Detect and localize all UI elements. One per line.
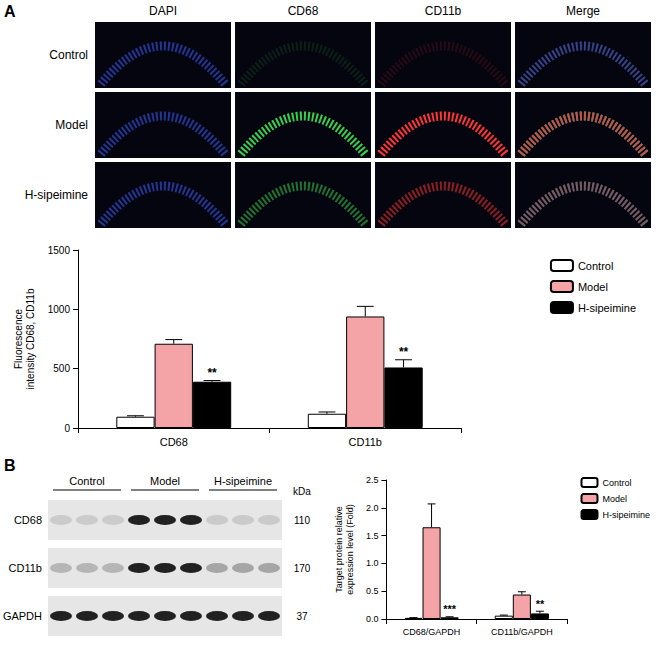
svg-text:***: *** [443, 603, 457, 615]
svg-text:H-sipeimine: H-sipeimine [602, 510, 650, 520]
svg-text:**: ** [536, 598, 545, 610]
svg-text:37: 37 [296, 611, 308, 622]
svg-text:1500: 1500 [48, 245, 71, 256]
svg-text:CD11b: CD11b [9, 562, 42, 574]
svg-text:0.5: 0.5 [366, 586, 379, 596]
svg-text:H-sipeimine: H-sipeimine [214, 475, 272, 487]
svg-text:2.5: 2.5 [366, 475, 379, 485]
svg-text:Merge: Merge [566, 4, 600, 18]
svg-text:Control: Control [578, 260, 613, 272]
svg-text:Fluorescence: Fluorescence [13, 309, 24, 369]
svg-text:Model: Model [602, 494, 627, 504]
svg-text:500: 500 [53, 363, 70, 374]
svg-text:**: ** [399, 345, 409, 359]
svg-text:110: 110 [294, 515, 310, 526]
svg-text:Model: Model [55, 118, 88, 132]
svg-text:CD68: CD68 [160, 436, 188, 448]
svg-text:Model: Model [578, 281, 608, 293]
svg-text:CD68: CD68 [14, 514, 42, 526]
svg-text:H-sipeimine: H-sipeimine [578, 302, 636, 314]
svg-text:CD11b: CD11b [349, 436, 382, 448]
svg-text:1.5: 1.5 [366, 531, 379, 541]
svg-text:Control: Control [69, 475, 104, 487]
svg-text:170: 170 [294, 563, 311, 574]
svg-text:H-sipeimine: H-sipeimine [25, 188, 89, 202]
svg-text:GAPDH: GAPDH [3, 610, 42, 622]
svg-text:CD11b: CD11b [425, 4, 462, 18]
svg-text:1.0: 1.0 [366, 558, 379, 568]
svg-text:DAPI: DAPI [149, 4, 177, 18]
svg-text:expression level (Fold): expression level (Fold) [345, 504, 355, 595]
svg-text:2.0: 2.0 [366, 503, 379, 513]
svg-text:**: ** [207, 366, 217, 380]
svg-text:0.0: 0.0 [366, 614, 379, 624]
svg-text:kDa: kDa [293, 486, 311, 497]
svg-text:0: 0 [64, 423, 70, 434]
svg-text:intensity CD68, CD11b: intensity CD68, CD11b [25, 288, 36, 389]
svg-text:Control: Control [602, 478, 631, 488]
svg-text:B: B [4, 457, 16, 474]
svg-text:CD11b/GAPDH: CD11b/GAPDH [491, 627, 553, 637]
svg-text:Target protein relative: Target protein relative [334, 506, 344, 593]
svg-text:Model: Model [150, 475, 180, 487]
svg-text:Control: Control [49, 48, 88, 62]
svg-text:CD68/GAPDH: CD68/GAPDH [403, 627, 461, 637]
svg-text:1000: 1000 [48, 304, 71, 315]
svg-text:CD68: CD68 [288, 4, 319, 18]
svg-text:A: A [4, 3, 16, 20]
